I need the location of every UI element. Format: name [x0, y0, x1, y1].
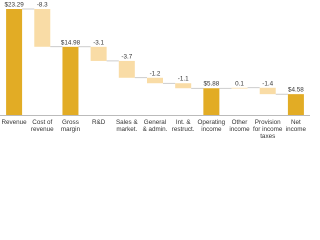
x-tick-label: Int. & restruct.: [172, 119, 195, 133]
change-bar: [259, 87, 276, 95]
chart: $23.29 Revenue -8.3 Cost of revenue $14.98 Gro…: [0, 2, 310, 140]
x-tick-label: Provision for income taxes: [253, 119, 283, 140]
x-tick-label: Operating income: [198, 119, 226, 133]
x-tick-label-line: income: [201, 126, 222, 133]
x-tick-label: R&D: [92, 119, 106, 126]
x-tick-label-line: Other: [232, 119, 248, 126]
x-tick-label-line: for income: [253, 126, 283, 133]
x-tick-label-line: Provision: [255, 119, 281, 126]
value-label: $14.98: [61, 39, 81, 46]
change-bar: [175, 83, 192, 89]
x-tick-label-line: income: [286, 126, 307, 133]
change-bar: [34, 9, 51, 47]
x-tick-label: Net income: [286, 119, 307, 133]
x-tick-label-line: income: [229, 126, 250, 133]
x-tick-label: Sales & market.: [116, 119, 139, 133]
x-tick-label-line: market.: [116, 126, 137, 133]
x-tick-label: Cost of revenue: [31, 119, 54, 133]
change-bar: [90, 46, 107, 61]
x-tick-label: Gross margin: [61, 119, 81, 133]
change-bar: [118, 60, 135, 78]
x-tick-label-line: & admin.: [143, 126, 168, 133]
value-label: $23.29: [4, 2, 24, 9]
value-label: 0.1: [235, 80, 244, 87]
value-label: -8.3: [37, 2, 48, 9]
x-tick-label-line: revenue: [31, 126, 54, 133]
value-label: -1.4: [262, 80, 273, 87]
total-bar: [62, 46, 79, 115]
x-tick-label-line: Cost of: [32, 119, 52, 126]
change-bar: [147, 77, 163, 84]
value-label: -1.2: [150, 70, 161, 77]
change-bar: [231, 87, 248, 89]
x-tick-label-line: Operating: [198, 119, 226, 126]
x-tick-label-line: Net: [291, 119, 301, 126]
page: {"chart_data": {"type": "waterfall", "ca…: [0, 1, 310, 140]
x-tick-label-line: margin: [61, 126, 81, 133]
x-tick-label: General & admin.: [143, 119, 168, 133]
x-tick-label-line: Sales &: [116, 119, 139, 126]
total-bar: [203, 88, 220, 115]
x-tick-label-line: Revenue: [1, 119, 27, 126]
x-tick-label: Revenue: [1, 119, 27, 126]
value-label: -3.7: [121, 53, 132, 60]
x-tick-label-line: Int. &: [176, 119, 191, 126]
x-tick-label-line: restruct.: [172, 126, 195, 133]
total-bar: [6, 9, 23, 115]
value-label: $4.58: [288, 87, 304, 94]
value-label: -3.1: [93, 39, 104, 46]
x-tick-label-line: taxes: [260, 133, 275, 140]
value-label: $5.88: [203, 81, 219, 88]
value-label: -1.1: [178, 76, 189, 83]
x-tick-label-line: General: [144, 119, 166, 126]
x-tick-label-line: Gross: [62, 119, 79, 126]
x-tick-label: Other income: [229, 119, 250, 133]
x-tick-label-line: R&D: [92, 119, 106, 126]
total-bar: [287, 94, 304, 115]
